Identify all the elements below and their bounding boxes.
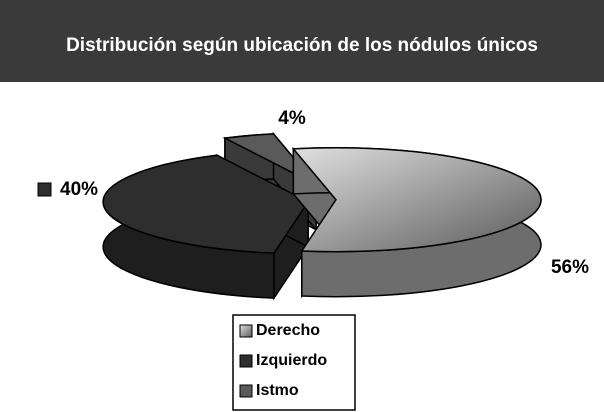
legend-label: Istmo <box>256 382 299 399</box>
legend-label: Izquierdo <box>256 352 327 369</box>
label-swatch <box>37 182 52 197</box>
legend <box>232 314 356 411</box>
slice <box>102 154 310 254</box>
data-label: 40% <box>60 179 98 200</box>
slice <box>291 146 542 253</box>
title-bar <box>0 0 604 82</box>
legend-label: Derecho <box>256 322 320 339</box>
legend-swatch <box>239 324 253 338</box>
data-label: 4% <box>278 108 306 129</box>
legend-swatch <box>239 354 253 368</box>
data-label: 56% <box>551 257 589 278</box>
chart-title: Distribución según ubicación de los nódu… <box>66 35 538 56</box>
legend-swatch <box>239 384 253 398</box>
